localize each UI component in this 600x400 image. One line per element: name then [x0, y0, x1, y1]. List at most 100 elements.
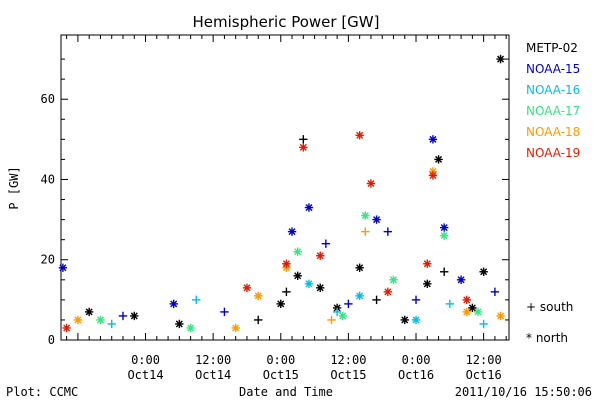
footer-plot-credit: Plot: CCMC [6, 385, 78, 399]
data-point-north [428, 135, 438, 144]
legend-item: METP-02 [526, 41, 578, 55]
data-point-north [462, 295, 471, 305]
data-point-north [62, 323, 71, 333]
y-tick-label: 60 [41, 92, 55, 106]
data-point-south [439, 267, 449, 276]
y-tick-label: 20 [41, 253, 55, 267]
data-point-north [411, 315, 421, 325]
chart-title: Hemispheric Power [GW] [193, 13, 380, 31]
data-point-north [175, 319, 184, 329]
data-point-north [389, 275, 398, 285]
data-point-south [282, 287, 291, 297]
data-point-north [479, 267, 488, 276]
data-point-north [231, 323, 240, 333]
footer-timestamp: 2011/10/16 15:50:06 [455, 385, 592, 399]
data-point-north [383, 287, 393, 297]
data-point-north [242, 283, 252, 293]
plot-frame [60, 34, 510, 341]
data-point-south [344, 299, 353, 309]
legend-item: NOAA-15 [526, 62, 580, 76]
data-point-north [130, 311, 139, 321]
data-point-north [282, 259, 291, 268]
x-tick-date-label: Oct16 [398, 368, 434, 382]
data-point-north [400, 315, 409, 325]
legend-item: NOAA-19 [526, 146, 580, 160]
data-point-north [169, 299, 178, 309]
data-point-north [293, 247, 302, 256]
legend-item: NOAA-17 [526, 104, 580, 118]
data-point-south [372, 295, 381, 305]
data-point-south [479, 319, 488, 329]
x-tick-date-label: Oct16 [466, 368, 502, 382]
data-point-south [445, 299, 455, 309]
x-tick-time-label: 0:00 [402, 353, 431, 367]
data-point-north [58, 263, 68, 272]
data-point-north [462, 307, 471, 317]
data-point-south [299, 135, 308, 144]
x-tick-time-label: 12:00 [330, 353, 366, 367]
x-tick-time-label: 0:00 [266, 353, 295, 367]
legend-item: NOAA-18 [526, 125, 580, 139]
data-point-north [423, 259, 432, 268]
data-point-north [355, 291, 364, 301]
x-tick-date-label: Oct14 [195, 368, 231, 382]
data-point-north [287, 227, 297, 236]
x-tick-date-label: Oct15 [263, 368, 299, 382]
data-point-north [468, 303, 477, 313]
data-point-north [73, 315, 83, 325]
data-point-north [355, 131, 364, 140]
y-axis-label: P [GW] [7, 166, 21, 209]
data-point-south [332, 307, 342, 317]
data-point-north [423, 279, 432, 289]
data-points [58, 54, 505, 333]
data-point-south [254, 315, 263, 325]
data-point-north [96, 315, 105, 325]
x-axis-label: Date and Time [239, 385, 333, 399]
x-tick-time-label: 12:00 [466, 353, 502, 367]
data-point-south [107, 319, 116, 329]
legend-item: NOAA-16 [526, 83, 580, 97]
data-point-north [434, 155, 443, 164]
data-point-south [192, 295, 201, 305]
data-point-north [496, 54, 505, 64]
legend-south-marker: + south [526, 300, 573, 314]
data-point-north [304, 279, 314, 289]
data-point-north [366, 179, 376, 188]
data-point-north [456, 275, 466, 285]
data-point-north [428, 171, 438, 180]
data-point-north [372, 215, 381, 224]
data-point-south [383, 227, 393, 236]
data-point-south [321, 239, 331, 248]
data-point-north [338, 311, 347, 321]
data-point-north [254, 291, 263, 301]
data-point-south [490, 287, 500, 297]
data-point-north [299, 143, 308, 152]
x-axis: 0:00Oct1412:00Oct140:00Oct1512:00Oct150:… [66, 35, 507, 382]
data-point-north [316, 251, 325, 260]
x-tick-time-label: 12:00 [195, 353, 231, 367]
data-point-north [186, 323, 195, 333]
data-point-south [411, 295, 421, 305]
x-tick-time-label: 0:00 [131, 353, 160, 367]
legend-north-marker: * north [526, 331, 568, 345]
data-point-north [293, 271, 302, 280]
data-point-north [439, 231, 449, 240]
legend: METP-02 NOAA-15 NOAA-16 NOAA-17 NOAA-18 NOAA-… [526, 41, 580, 160]
data-point-north [473, 307, 483, 317]
data-point-south [361, 227, 370, 236]
x-tick-date-label: Oct14 [127, 368, 163, 382]
data-point-north [496, 311, 505, 321]
data-point-south [220, 307, 229, 317]
data-point-north [361, 211, 370, 220]
data-point-south [118, 311, 128, 321]
data-point-north [316, 283, 325, 293]
y-axis: 0 20 40 60 [41, 58, 509, 347]
data-point-south [327, 315, 336, 325]
data-point-north [439, 223, 449, 232]
data-point-north [304, 203, 314, 212]
y-tick-label: 40 [41, 172, 55, 186]
x-tick-date-label: Oct15 [330, 368, 366, 382]
data-point-north [355, 263, 364, 272]
data-point-north [84, 307, 94, 317]
